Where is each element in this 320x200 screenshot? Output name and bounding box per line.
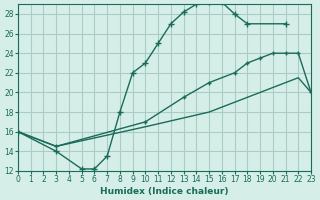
X-axis label: Humidex (Indice chaleur): Humidex (Indice chaleur) [100, 187, 229, 196]
